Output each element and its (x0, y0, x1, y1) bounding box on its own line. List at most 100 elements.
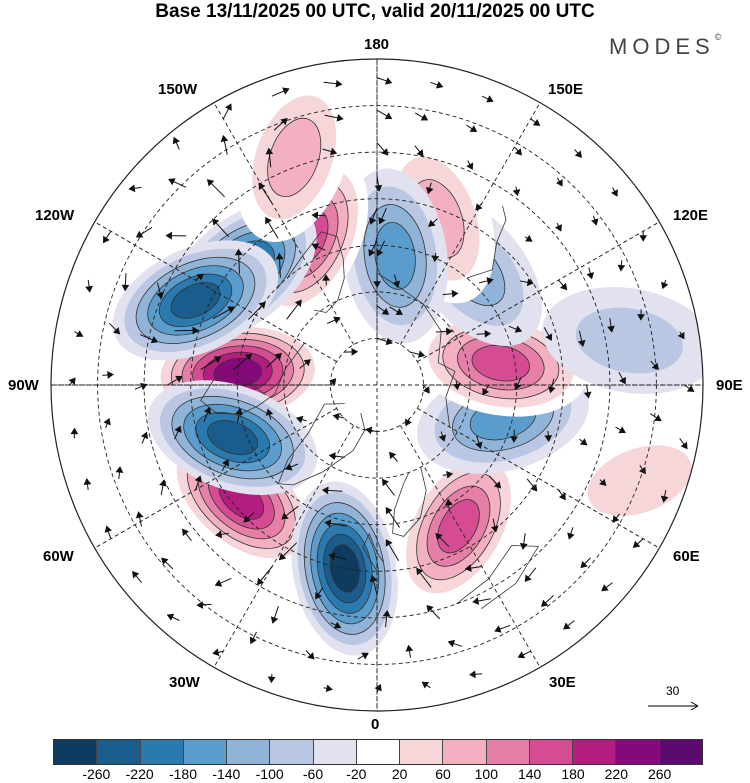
wind-arrow-head (484, 329, 492, 338)
colorbar-tick-label: 140 (517, 766, 542, 782)
wind-arrow-head (639, 235, 648, 242)
wind-arrow-head (280, 118, 288, 126)
wind-arrow-head (392, 280, 401, 289)
wind-arrow-head (307, 652, 315, 660)
wind-arrow-head (322, 274, 331, 281)
wind-arrow-head (493, 481, 502, 489)
lon-label-90e: 90E (716, 377, 743, 394)
wind-arrow-head (333, 621, 342, 629)
wind-arrow-head (140, 382, 148, 391)
wind-arrow-head (661, 281, 669, 290)
wind-arrow-head (135, 230, 144, 238)
colorbar-swatch (616, 739, 660, 765)
map-title: Base 13/11/2025 00 UTC, valid 20/11/2025… (155, 1, 595, 22)
wind-arrow-head (612, 515, 620, 523)
colorbar-tick-label: -20 (346, 766, 367, 782)
wind-arrow-head (378, 217, 386, 225)
wind-arrow-head (265, 216, 272, 225)
wind-arrow-head (514, 382, 522, 391)
wind-arrow-head (215, 530, 223, 539)
wind-arrow-head (275, 252, 284, 260)
wind-arrow-head (175, 375, 183, 383)
wind-arrow-head (384, 112, 393, 120)
wind-arrow-head (156, 291, 164, 300)
wind-arrow-head (451, 289, 459, 298)
colorbar-swatch (443, 739, 487, 765)
wind-arrow-head (469, 670, 476, 679)
meridian-line (399, 94, 546, 345)
wind-arrow-head (384, 77, 393, 85)
wind-arrow-head (281, 512, 289, 520)
wind-arrow-head (577, 339, 586, 347)
wind-arrow-head (619, 376, 626, 385)
wind-arrow-head (580, 560, 588, 569)
wind-arrow-head (336, 114, 344, 122)
wind-arrow-head (159, 479, 167, 487)
wind-arrow-head (686, 385, 695, 392)
wind-arrow-head (328, 452, 336, 461)
wind-arrow-head (285, 463, 293, 471)
wind-arrow-head (494, 625, 502, 633)
wind-arrow-head (405, 644, 414, 652)
wind-arrow-head (256, 577, 265, 586)
wind-arrow-head (213, 356, 222, 364)
map-disk (51, 59, 703, 711)
wind-arrow-head (222, 459, 229, 467)
wind-arrow-head (544, 435, 553, 442)
wind-arrow-head (444, 498, 453, 506)
colorbar-tick-label: 180 (561, 766, 585, 782)
wind-arrow-head (512, 189, 521, 197)
wind-arrow-head (416, 567, 424, 576)
meridian-line (86, 407, 337, 554)
colorbar-swatch (270, 739, 314, 765)
coastline (277, 403, 366, 486)
wind-arrow-head (128, 184, 136, 193)
wind-arrow-head (270, 616, 279, 624)
wind-arrow-head (278, 552, 287, 561)
reference-arrow-icon (648, 701, 699, 711)
meridian-line (417, 407, 668, 554)
colorbar-swatch (400, 739, 444, 765)
wind-arrow-head (435, 533, 443, 541)
wind-arrow-head (374, 184, 383, 192)
wind-arrow-head (244, 353, 253, 361)
colorbar-tick-label: 260 (647, 766, 672, 782)
wind-arrow-head (83, 478, 92, 485)
wind-arrow-head (405, 418, 412, 427)
wind-arrow-head (395, 308, 404, 315)
wind-arrow-head (214, 579, 223, 587)
graticule (51, 59, 703, 711)
wind-arrow-head (385, 506, 393, 515)
wind-arrow-head (115, 466, 124, 474)
wind-arrow-head (265, 147, 274, 155)
wind-arrow-head (514, 148, 523, 156)
colorbar-tick-labels: -260 -220 -180 -140 -100 -60 -20 20 60 100 140 180 2… (0, 766, 750, 783)
wind-arrow-head (610, 189, 618, 197)
reference-vector-value: 30 (666, 684, 680, 698)
wind-arrow-head (416, 149, 424, 157)
wind-arrow-head (361, 652, 369, 660)
anomaly-contour (207, 420, 259, 456)
wind-arrow-head (632, 540, 641, 548)
wind-arrow-head (258, 182, 266, 191)
wind-arrow-head (475, 203, 483, 211)
wind-arrow-head (315, 592, 322, 600)
wind-arrow-head (274, 352, 282, 361)
colorbar-tick-label: -60 (302, 766, 324, 782)
meridian-line (86, 216, 337, 363)
wind-arrow-head (555, 179, 563, 187)
coastline (362, 532, 384, 572)
wind-arrow-head (526, 278, 534, 287)
wind-arrow-head (548, 386, 556, 394)
wind-arrow-head (295, 415, 304, 424)
wind-arrow-head (545, 333, 553, 341)
wind-arrow-head (161, 557, 169, 565)
wind-arrow-head (182, 528, 189, 537)
wind-arrow-head (325, 684, 333, 693)
wind-arrow-head (540, 599, 549, 607)
wind-arrow-head (446, 470, 454, 479)
wind-arrow-head (381, 148, 389, 156)
wind-arrow-head (166, 613, 175, 621)
wind-arrow-head (112, 327, 121, 335)
